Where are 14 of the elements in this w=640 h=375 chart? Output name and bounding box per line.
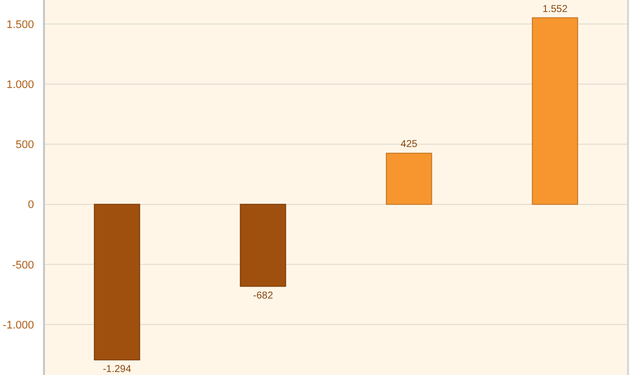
bar: [94, 204, 140, 360]
y-tick-label: 1.500: [6, 18, 34, 31]
data-label: -1.294: [102, 364, 132, 375]
y-tick-label: 0: [28, 199, 34, 212]
bar: [532, 17, 578, 205]
y-tick-label: 500: [16, 139, 34, 152]
data-label: 425: [400, 139, 418, 150]
bar: [386, 152, 432, 205]
y-tick-label: -1.000: [2, 319, 34, 332]
y-tick-label: -500: [12, 259, 34, 272]
bar: [240, 204, 286, 287]
data-label: -682: [252, 290, 274, 302]
y-tick-label: 1.000: [6, 78, 34, 91]
data-label: 1.552: [542, 4, 568, 15]
